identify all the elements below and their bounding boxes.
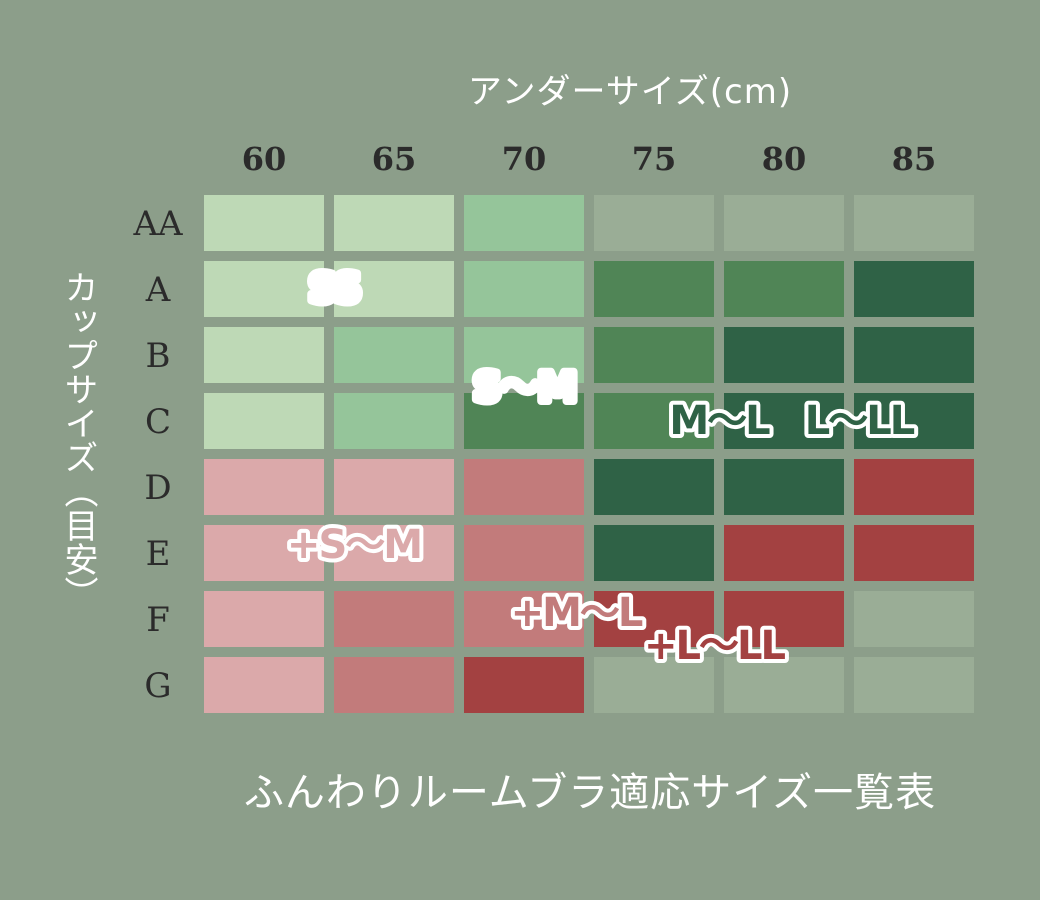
cell-E-80 [724, 525, 844, 581]
cell-D-70 [464, 459, 584, 515]
cell-C-70 [464, 393, 584, 449]
cell-C-85 [854, 393, 974, 449]
cell-B-75 [594, 327, 714, 383]
y-tick-F: F [146, 600, 170, 640]
x-tick-80: 80 [762, 140, 807, 178]
cell-B-60 [204, 327, 324, 383]
cell-AA-60 [204, 195, 324, 251]
size-label-ML: M〜L [669, 398, 770, 444]
cell-D-75 [594, 459, 714, 515]
cell-A-80 [724, 261, 844, 317]
y-tick-AA: AA [132, 204, 183, 244]
cell-A-70 [464, 261, 584, 317]
cell-E-60 [204, 525, 324, 581]
cell-AA-80 [724, 195, 844, 251]
cell-AA-70 [464, 195, 584, 251]
cell-C-75 [594, 393, 714, 449]
x-tick-60: 60 [242, 140, 287, 178]
cell-D-85 [854, 459, 974, 515]
y-axis-title: カップサイズ（目安） [58, 270, 98, 610]
cell-B-85 [854, 327, 974, 383]
size-label-SS: SS [308, 266, 360, 312]
cell-E-65 [334, 525, 454, 581]
cell-E-70 [464, 525, 584, 581]
x-tick-85: 85 [892, 140, 937, 178]
cell-AA-85 [854, 195, 974, 251]
cell-E-75 [594, 525, 714, 581]
cell-B-65 [334, 327, 454, 383]
cell-D-80 [724, 459, 844, 515]
x-tick-75: 75 [632, 140, 677, 178]
x-tick-65: 65 [372, 140, 417, 178]
cell-G-70 [464, 657, 584, 713]
cell-G-75 [594, 657, 714, 713]
cell-G-65 [334, 657, 454, 713]
cell-F-70 [464, 591, 584, 647]
y-tick-A: A [145, 270, 171, 310]
cell-A-65 [334, 261, 454, 317]
size-label-SM: S〜M [473, 365, 576, 411]
cell-G-80 [724, 657, 844, 713]
cell-F-65 [334, 591, 454, 647]
cell-F-80 [724, 591, 844, 647]
cell-E-85 [854, 525, 974, 581]
cell-C-80 [724, 393, 844, 449]
x-tick-70: 70 [502, 140, 547, 178]
size-label-pLLL: +L〜LL [644, 623, 785, 669]
cell-G-60 [204, 657, 324, 713]
cell-D-60 [204, 459, 324, 515]
y-tick-G: G [144, 666, 171, 706]
cell-C-65 [334, 393, 454, 449]
cell-F-75 [594, 591, 714, 647]
size-label-pML: +M〜L [511, 590, 643, 636]
size-label-LLL: L〜LL [805, 398, 915, 444]
cell-G-85 [854, 657, 974, 713]
size-label-pSM: +S〜M [287, 522, 421, 568]
cell-C-60 [204, 393, 324, 449]
y-tick-E: E [146, 534, 171, 574]
cell-D-65 [334, 459, 454, 515]
y-tick-C: C [145, 402, 171, 442]
cell-F-60 [204, 591, 324, 647]
y-tick-B: B [146, 336, 171, 376]
cell-A-85 [854, 261, 974, 317]
cell-B-70 [464, 327, 584, 383]
x-axis-title: アンダーサイズ(cm) [467, 72, 793, 112]
cell-AA-65 [334, 195, 454, 251]
cell-A-60 [204, 261, 324, 317]
cell-AA-75 [594, 195, 714, 251]
y-tick-D: D [144, 468, 171, 508]
cell-B-80 [724, 327, 844, 383]
cell-A-75 [594, 261, 714, 317]
cell-F-85 [854, 591, 974, 647]
chart-title: ふんわりルームブラ適応サイズ一覧表 [243, 770, 937, 816]
